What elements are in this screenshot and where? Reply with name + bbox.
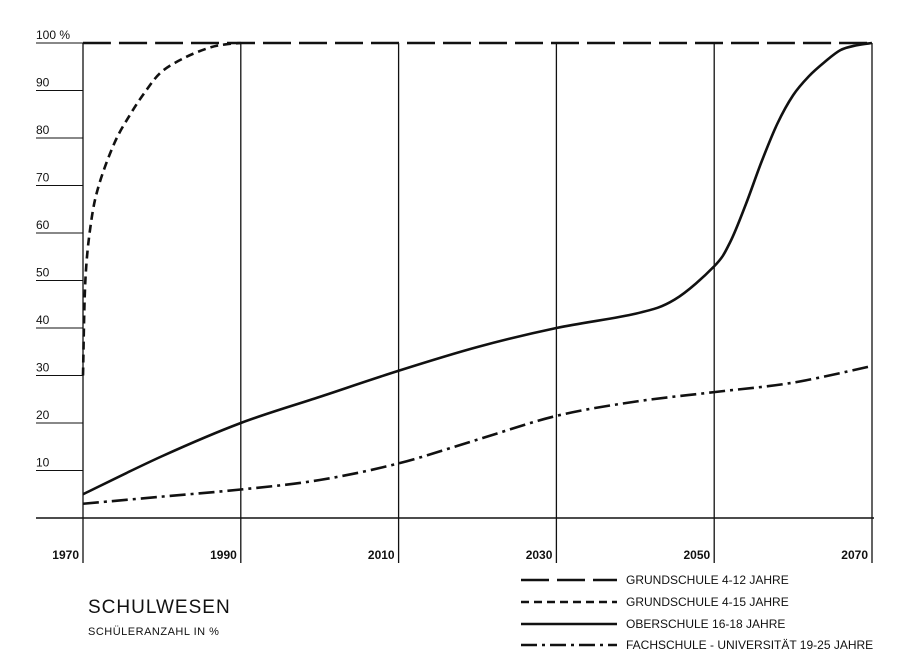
series-lines (81, 41, 873, 506)
y-tick-label-90: 90 (36, 76, 50, 90)
series-line-3 (82, 41, 873, 496)
legend-label-1: GRUNDSCHULE 4-12 JAHRE (626, 573, 789, 587)
chart-title: SCHULWESEN (88, 597, 231, 618)
chart-subtitle: SCHÜLERANZAHL IN % (88, 626, 220, 638)
y-tick-label-70: 70 (36, 171, 50, 185)
y-tick-label-40: 40 (36, 313, 50, 327)
x-tick-labels: 1970 1990 2010 2030 2050 2070 (52, 548, 868, 562)
x-tick-label-2050: 2050 (683, 548, 710, 562)
series-line-2 (81, 41, 241, 376)
legend-label-4: FACHSCHULE - UNIVERSITÄT 19-25 JAHRE (626, 638, 873, 652)
y-tick-label-80: 80 (36, 123, 50, 137)
legend-label-3: OBERSCHULE 16-18 JAHRE (626, 617, 785, 631)
x-tick-label-2010: 2010 (368, 548, 395, 562)
y-tick-labels: 10 20 30 40 50 60 70 80 90 100 % (36, 28, 83, 471)
y-tick-label-60: 60 (36, 218, 50, 232)
series-line-4 (82, 364, 873, 506)
legend: GRUNDSCHULE 4-12 JAHRE GRUNDSCHULE 4-15 J… (521, 573, 873, 652)
y-tick-label-100: 100 % (36, 28, 70, 42)
x-tick-label-2030: 2030 (526, 548, 553, 562)
x-tick-label-2070: 2070 (841, 548, 868, 562)
y-tick-label-50: 50 (36, 266, 50, 280)
x-tick-label-1970: 1970 (52, 548, 79, 562)
y-tick-label-10: 10 (36, 456, 50, 470)
grid (82, 43, 873, 563)
y-tick-label-20: 20 (36, 408, 50, 422)
x-tick-label-1990: 1990 (210, 548, 237, 562)
legend-label-2: GRUNDSCHULE 4-15 JAHRE (626, 595, 789, 609)
y-tick-label-30: 30 (36, 361, 50, 375)
